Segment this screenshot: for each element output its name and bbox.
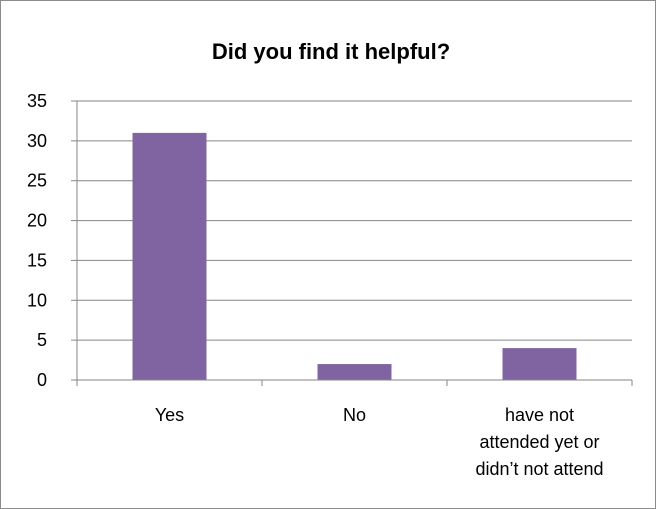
bar-2 bbox=[502, 348, 577, 380]
y-tick-label: 10 bbox=[27, 290, 47, 310]
x-tick-label-line: Yes bbox=[155, 405, 184, 425]
y-tick-label: 0 bbox=[37, 370, 47, 390]
x-tick-label-line: didn’t not attend bbox=[475, 459, 603, 479]
x-tick-label: have not attended yet or didn’t not attend bbox=[475, 405, 603, 479]
bar-0 bbox=[132, 132, 207, 380]
x-tick-label-line: attended yet or bbox=[479, 432, 599, 452]
x-tick-label: Yes bbox=[155, 405, 184, 425]
tick-labels: 0 5 10 15 20 25 30 35 Yes No have not attended yet … bbox=[27, 91, 604, 479]
x-tick-label-line: No bbox=[343, 405, 366, 425]
x-tick-label-line: have not bbox=[505, 405, 574, 425]
y-tick-label: 5 bbox=[37, 330, 47, 350]
x-tick-label: No bbox=[343, 405, 366, 425]
y-tick-label: 25 bbox=[27, 171, 47, 191]
bar-1 bbox=[317, 364, 392, 380]
y-tick-label: 35 bbox=[27, 91, 47, 111]
bars bbox=[132, 132, 577, 380]
y-tick-label: 30 bbox=[27, 131, 47, 151]
y-tick-label: 15 bbox=[27, 250, 47, 270]
y-tick-label: 20 bbox=[27, 211, 47, 231]
chart-title: Did you find it helpful? bbox=[212, 39, 450, 64]
axes bbox=[71, 100, 633, 386]
